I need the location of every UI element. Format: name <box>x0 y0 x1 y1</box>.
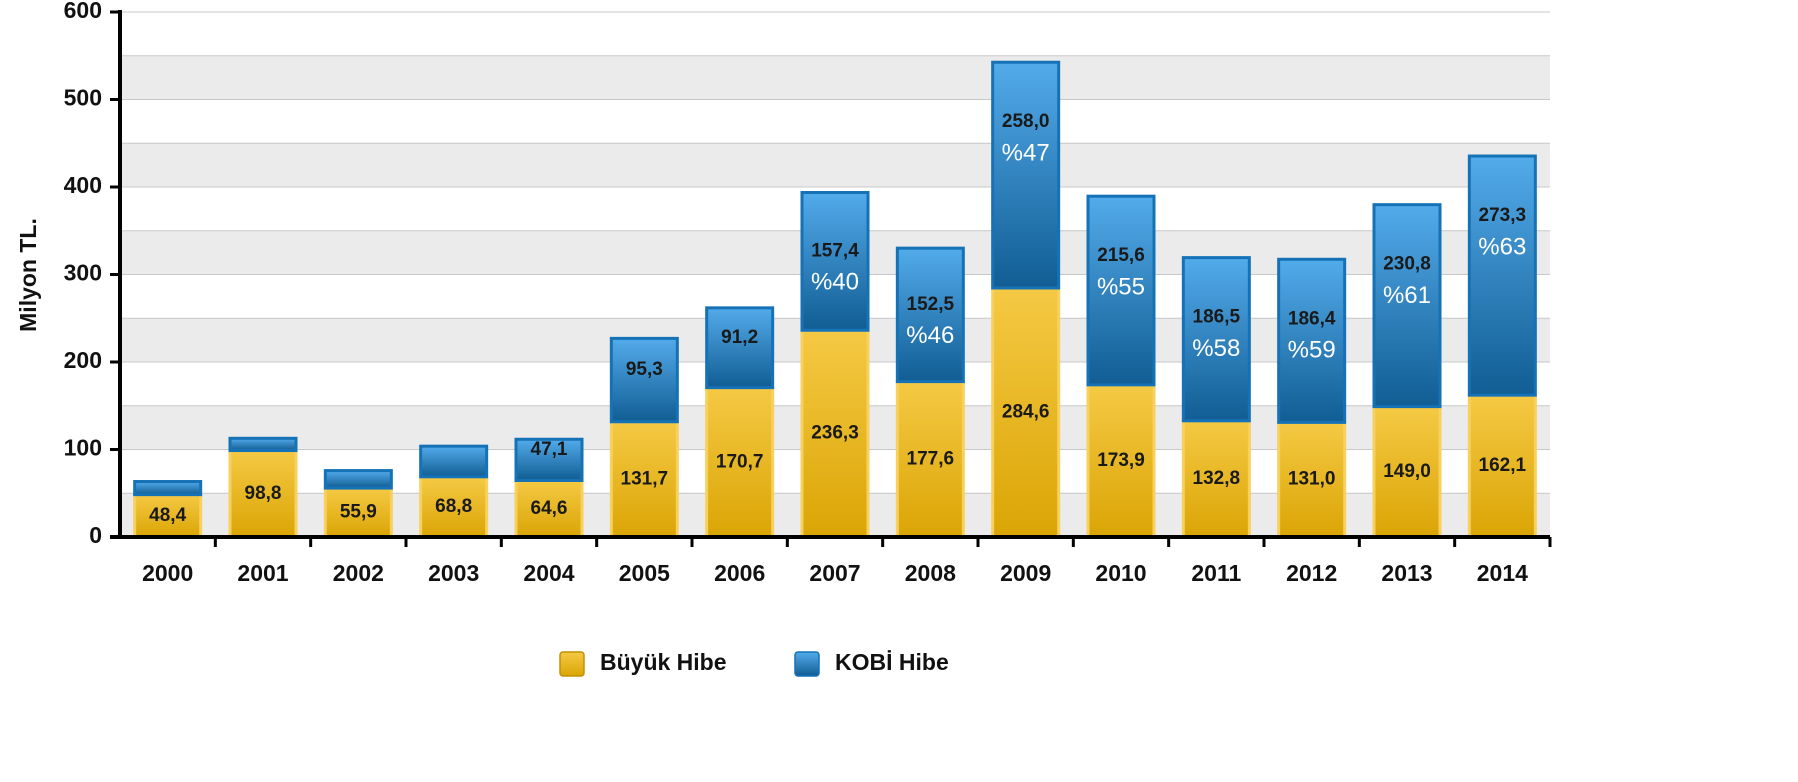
value-label: 157,4 <box>811 240 859 261</box>
x-tick-label: 2005 <box>619 560 670 586</box>
bar-segment <box>419 444 489 479</box>
y-axis-label: Milyon TL. <box>15 218 41 332</box>
value-label: 162,1 <box>1479 455 1527 476</box>
value-label: 215,6 <box>1097 245 1145 266</box>
y-tick-label: 600 <box>64 0 102 23</box>
legend-label: Büyük Hibe <box>600 649 727 675</box>
share-annotation: %55 <box>1097 274 1145 301</box>
bar-segment <box>323 486 393 539</box>
share-annotation: %59 <box>1288 337 1336 364</box>
bar-segment <box>705 306 775 390</box>
share-annotation: %40 <box>811 269 859 296</box>
y-tick-label: 0 <box>89 522 102 548</box>
bar-segment <box>800 191 870 332</box>
bar-segment <box>609 336 679 424</box>
value-label: 177,6 <box>907 448 955 469</box>
value-label: 131,7 <box>621 468 669 489</box>
bar-segment <box>133 480 203 497</box>
bar-segment <box>895 380 965 539</box>
value-label: 173,9 <box>1097 450 1145 471</box>
value-label: 91,2 <box>721 327 758 348</box>
legend-label: KOBİ Hibe <box>835 649 949 675</box>
y-tick-label: 500 <box>64 85 102 111</box>
x-tick-label: 2012 <box>1286 560 1337 586</box>
value-label: 95,3 <box>626 359 663 380</box>
share-annotation: %46 <box>906 322 954 349</box>
bar-segment <box>323 469 393 490</box>
value-label: 64,6 <box>531 498 568 519</box>
x-tick-label: 2000 <box>142 560 193 586</box>
x-tick-label: 2010 <box>1095 560 1146 586</box>
bar-segment <box>1372 203 1442 409</box>
bar-segment <box>991 60 1061 290</box>
bar-segment <box>895 246 965 384</box>
x-tick-label: 2007 <box>809 560 860 586</box>
bar-segment <box>1181 256 1251 423</box>
bar-segment <box>1277 257 1347 424</box>
bar-segment <box>1467 154 1537 397</box>
bar-segment <box>228 436 298 453</box>
x-tick-label: 2003 <box>428 560 479 586</box>
value-label: 258,0 <box>1002 111 1050 132</box>
bar-segment <box>1086 194 1156 387</box>
x-tick-label: 2013 <box>1381 560 1432 586</box>
share-annotation: %61 <box>1383 282 1431 309</box>
x-tick-label: 2004 <box>523 560 574 586</box>
bar-segment <box>1086 383 1156 539</box>
value-label: 131,0 <box>1288 469 1336 490</box>
x-tick-label: 2011 <box>1191 560 1241 586</box>
share-annotation: %63 <box>1478 233 1526 260</box>
share-annotation: %58 <box>1192 335 1240 362</box>
value-label: 132,8 <box>1193 468 1241 489</box>
bar-segment <box>705 386 775 539</box>
bar-segment <box>419 475 489 539</box>
x-tick-label: 2002 <box>333 560 384 586</box>
value-label: 170,7 <box>716 451 764 472</box>
y-tick-label: 300 <box>64 260 102 286</box>
bar-segment <box>1277 420 1347 539</box>
x-tick-label: 2001 <box>237 560 288 586</box>
grid-band <box>120 55 1550 100</box>
bar-segment <box>514 437 584 482</box>
y-tick-label: 400 <box>64 172 102 198</box>
share-annotation: %47 <box>1002 140 1050 167</box>
bar-segment <box>228 449 298 539</box>
value-label: 68,8 <box>435 496 472 517</box>
x-tick-label: 2014 <box>1477 560 1528 586</box>
y-tick-label: 100 <box>64 435 102 461</box>
value-label: 55,9 <box>340 502 377 523</box>
value-label: 98,8 <box>245 483 282 504</box>
value-label: 47,1 <box>531 439 568 460</box>
x-tick-label: 2008 <box>905 560 956 586</box>
bar-segment <box>800 328 870 539</box>
grid-band <box>120 143 1550 187</box>
value-label: 149,0 <box>1383 461 1431 482</box>
legend-swatch <box>794 651 820 677</box>
value-label: 236,3 <box>811 423 859 444</box>
y-tick-label: 200 <box>64 347 102 373</box>
x-tick-label: 2006 <box>714 560 765 586</box>
value-label: 230,8 <box>1383 254 1431 275</box>
legend-swatch <box>559 651 585 677</box>
value-label: 186,5 <box>1193 307 1241 328</box>
value-label: 152,5 <box>907 294 955 315</box>
bar-segment <box>1467 393 1537 539</box>
x-tick-label: 2009 <box>1000 560 1051 586</box>
value-label: 284,6 <box>1002 402 1050 423</box>
value-label: 273,3 <box>1479 205 1527 226</box>
value-label: 48,4 <box>149 505 186 526</box>
value-label: 186,4 <box>1288 308 1336 329</box>
